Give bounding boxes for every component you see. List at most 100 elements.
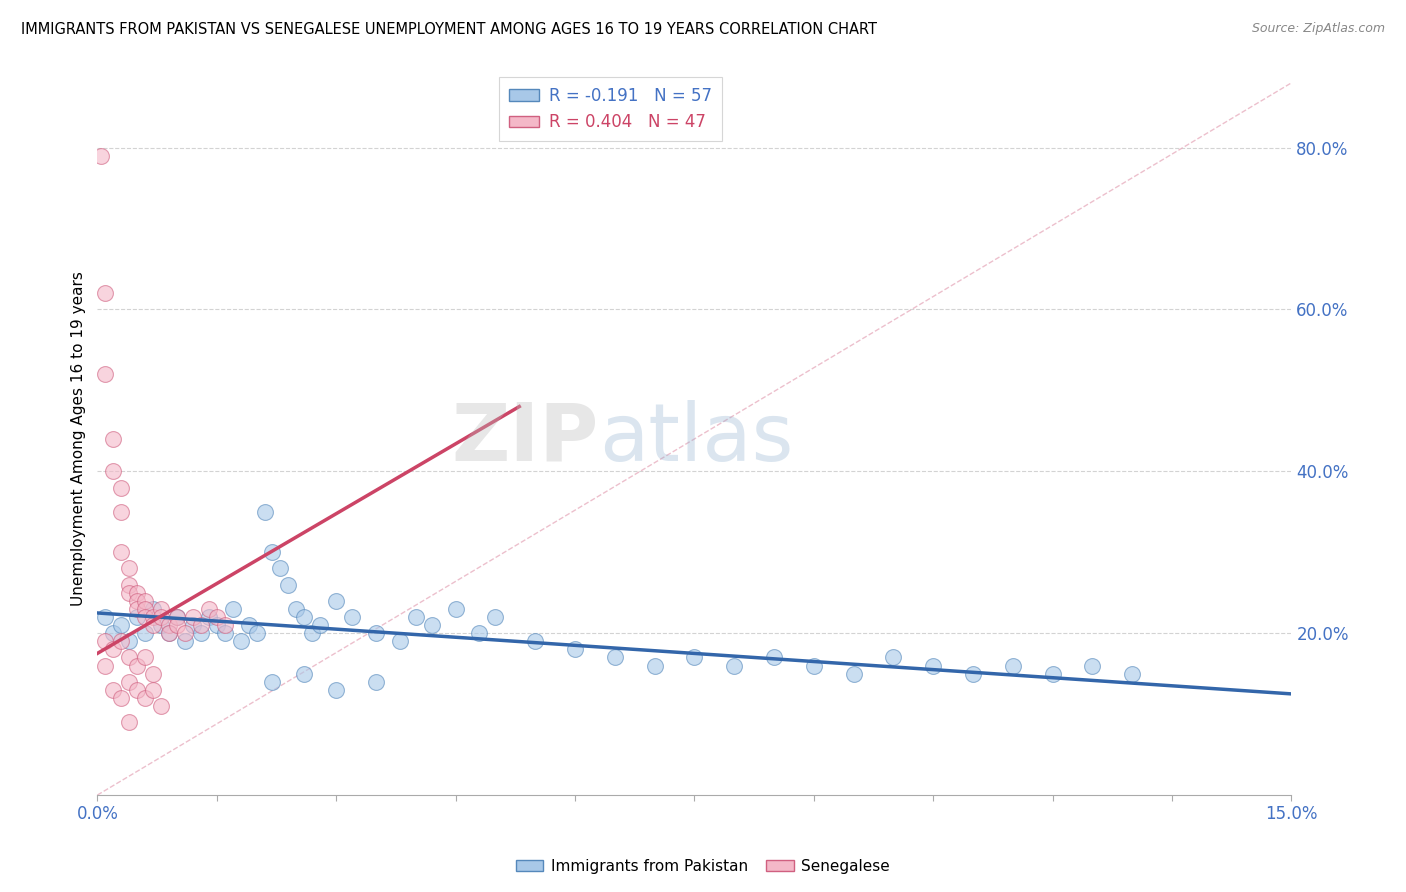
Point xyxy=(150,602,173,616)
Point xyxy=(420,618,443,632)
Point xyxy=(118,577,141,591)
Point xyxy=(103,432,125,446)
Point xyxy=(134,650,156,665)
Point xyxy=(181,610,204,624)
Point xyxy=(262,674,284,689)
Point xyxy=(118,674,141,689)
Point xyxy=(524,634,547,648)
Point xyxy=(134,594,156,608)
Point xyxy=(1001,658,1024,673)
Point xyxy=(103,682,125,697)
Point xyxy=(842,666,865,681)
Point xyxy=(922,658,945,673)
Point xyxy=(388,634,411,648)
Point xyxy=(292,666,315,681)
Point xyxy=(564,642,586,657)
Point xyxy=(166,610,188,624)
Point xyxy=(221,602,243,616)
Legend: Immigrants from Pakistan, Senegalese: Immigrants from Pakistan, Senegalese xyxy=(509,853,897,880)
Point xyxy=(198,610,221,624)
Point xyxy=(301,626,323,640)
Point xyxy=(292,610,315,624)
Point xyxy=(214,618,236,632)
Point xyxy=(214,626,236,640)
Point xyxy=(150,699,173,714)
Point xyxy=(150,610,173,624)
Point xyxy=(103,464,125,478)
Point xyxy=(1081,658,1104,673)
Point xyxy=(205,610,228,624)
Point xyxy=(166,610,188,624)
Point xyxy=(110,545,132,559)
Point xyxy=(142,602,165,616)
Point xyxy=(94,368,117,382)
Point xyxy=(134,610,156,624)
Point xyxy=(190,626,212,640)
Point xyxy=(340,610,363,624)
Text: Source: ZipAtlas.com: Source: ZipAtlas.com xyxy=(1251,22,1385,36)
Point xyxy=(110,481,132,495)
Point xyxy=(142,682,165,697)
Point xyxy=(253,505,276,519)
Point xyxy=(127,658,149,673)
Point xyxy=(157,626,180,640)
Point xyxy=(262,545,284,559)
Point xyxy=(118,561,141,575)
Point xyxy=(683,650,706,665)
Point xyxy=(157,618,180,632)
Point xyxy=(127,594,149,608)
Text: atlas: atlas xyxy=(599,400,793,478)
Point xyxy=(118,634,141,648)
Point xyxy=(1042,666,1064,681)
Point xyxy=(94,658,117,673)
Point xyxy=(127,585,149,599)
Point xyxy=(468,626,491,640)
Point xyxy=(444,602,467,616)
Point xyxy=(127,610,149,624)
Point xyxy=(484,610,506,624)
Text: ZIP: ZIP xyxy=(451,400,599,478)
Point xyxy=(94,610,117,624)
Point xyxy=(190,618,212,632)
Point xyxy=(603,650,626,665)
Point xyxy=(285,602,308,616)
Point xyxy=(142,666,165,681)
Point xyxy=(110,618,132,632)
Point xyxy=(882,650,904,665)
Point xyxy=(205,618,228,632)
Point xyxy=(325,682,347,697)
Point xyxy=(118,715,141,730)
Point xyxy=(803,658,825,673)
Point xyxy=(723,658,745,673)
Point xyxy=(277,577,299,591)
Point xyxy=(644,658,666,673)
Point xyxy=(364,626,387,640)
Point xyxy=(103,626,125,640)
Point xyxy=(150,618,173,632)
Point xyxy=(103,642,125,657)
Point xyxy=(238,618,260,632)
Point xyxy=(269,561,291,575)
Point xyxy=(110,690,132,705)
Point xyxy=(110,505,132,519)
Text: IMMIGRANTS FROM PAKISTAN VS SENEGALESE UNEMPLOYMENT AMONG AGES 16 TO 19 YEARS CO: IMMIGRANTS FROM PAKISTAN VS SENEGALESE U… xyxy=(21,22,877,37)
Point xyxy=(142,610,165,624)
Point xyxy=(118,650,141,665)
Point xyxy=(245,626,267,640)
Point xyxy=(325,594,347,608)
Point xyxy=(110,634,132,648)
Y-axis label: Unemployment Among Ages 16 to 19 years: Unemployment Among Ages 16 to 19 years xyxy=(72,271,86,607)
Point xyxy=(405,610,427,624)
Point xyxy=(118,585,141,599)
Point xyxy=(962,666,984,681)
Point xyxy=(94,634,117,648)
Point xyxy=(157,626,180,640)
Point xyxy=(181,618,204,632)
Point xyxy=(90,149,112,163)
Point xyxy=(364,674,387,689)
Point xyxy=(127,682,149,697)
Legend: R = -0.191   N = 57, R = 0.404   N = 47: R = -0.191 N = 57, R = 0.404 N = 47 xyxy=(499,77,723,141)
Point xyxy=(142,618,165,632)
Point xyxy=(1121,666,1143,681)
Point xyxy=(198,602,221,616)
